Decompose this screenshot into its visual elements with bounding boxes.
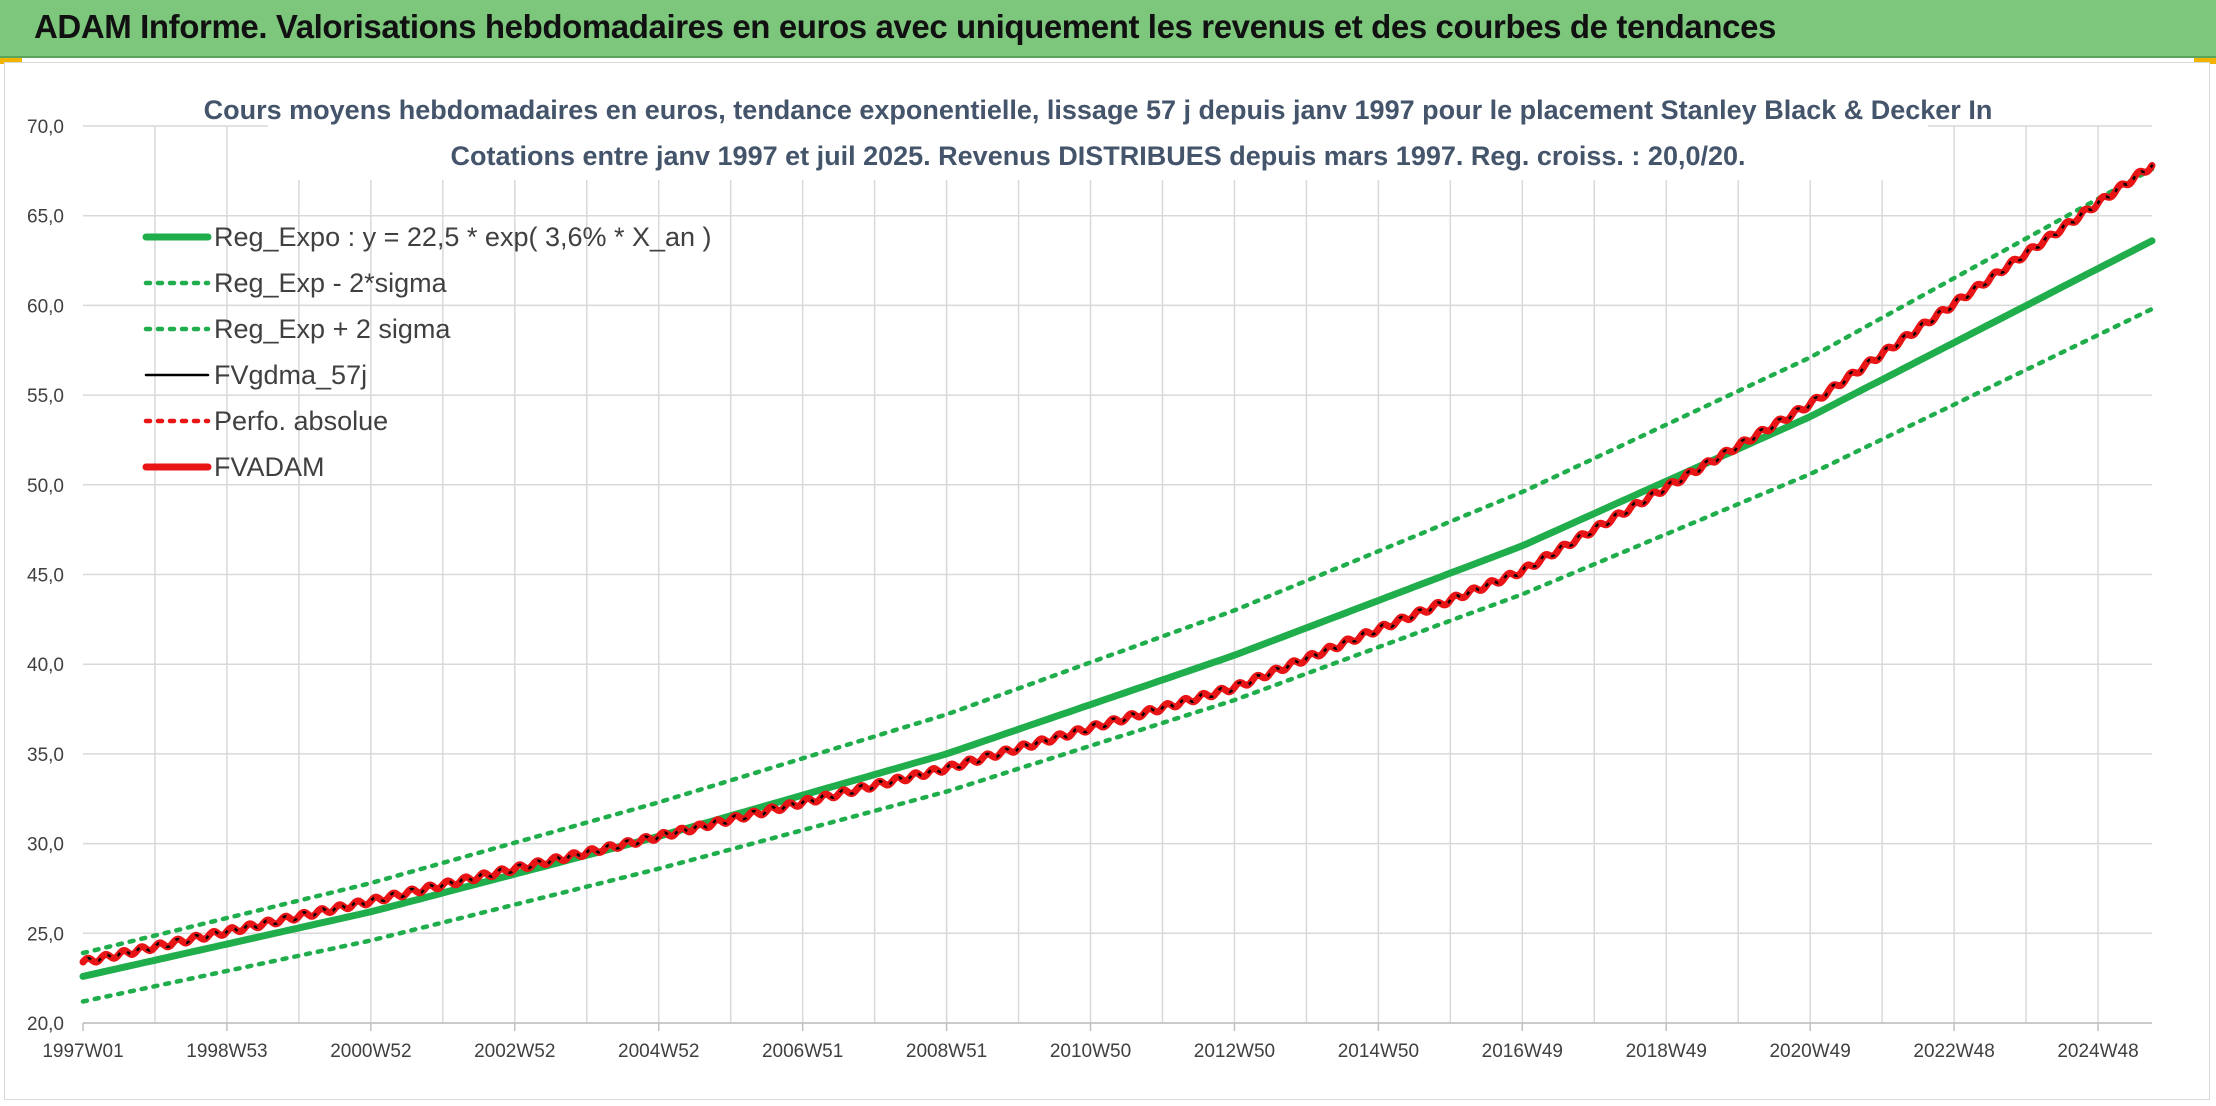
- x-tick-label: 1998W53: [186, 1041, 267, 1062]
- series-line-2: [80, 166, 2155, 956]
- x-tick-label: 2022W48: [1913, 1041, 1994, 1062]
- chart-title-line2: Cotations entre janv 1997 et juil 2025. …: [450, 141, 1745, 171]
- series-line-0: [79, 237, 2156, 980]
- x-tick-label: 2000W52: [330, 1041, 411, 1062]
- chart-frame: [4, 62, 2210, 1100]
- y-tick-label: 45,0: [27, 566, 64, 587]
- legend-label: Reg_Exp - 2*sigma: [214, 268, 448, 298]
- y-tick-label: 30,0: [27, 835, 64, 856]
- x-tick-label: 2024W48: [2057, 1041, 2138, 1062]
- y-tick-label: 55,0: [27, 386, 64, 407]
- y-tick-label: 60,0: [27, 296, 64, 317]
- y-tick-label: 70,0: [27, 117, 64, 138]
- y-tick-label: 50,0: [27, 476, 64, 497]
- legend-label: FVADAM: [214, 452, 325, 482]
- y-tick-label: 20,0: [27, 1014, 64, 1035]
- x-tick-label: 2006W51: [762, 1041, 843, 1062]
- x-tick-label: 2012W50: [1194, 1041, 1275, 1062]
- x-tick-label: 2008W51: [906, 1041, 987, 1062]
- legend-label: Reg_Exp + 2 sigma: [214, 314, 451, 344]
- y-tick-label: 25,0: [27, 924, 64, 945]
- y-tick-label: 65,0: [27, 207, 64, 228]
- report-title: ADAM Informe. Valorisations hebdomadaire…: [34, 8, 1776, 45]
- x-tick-label: 2010W50: [1050, 1041, 1131, 1062]
- x-tick-label: 2004W52: [618, 1041, 699, 1062]
- x-tick-label: 2014W50: [1338, 1041, 1419, 1062]
- corner-marker-left: [0, 58, 22, 64]
- grid: [83, 125, 2152, 1024]
- legend-label: FVgdma_57j: [214, 360, 367, 390]
- series-line-1: [80, 306, 2155, 1004]
- x-tick-label: 2018W49: [1626, 1041, 1707, 1062]
- legend-label: Reg_Expo : y = 22,5 * exp( 3,6% * X_an ): [214, 222, 712, 252]
- x-tick-label: 2016W49: [1482, 1041, 1563, 1062]
- chart-title-line1: Cours moyens hebdomadaires en euros, ten…: [204, 95, 1993, 125]
- x-tick-label: 2020W49: [1769, 1041, 1850, 1062]
- report-banner: ADAM Informe. Valorisations hebdomadaire…: [0, 0, 2216, 58]
- corner-marker-right: [2194, 58, 2216, 64]
- axes: 20,0 25,0 30,0 35,0 40,0 45,0 50,0 55,0 60,0 65,0…: [27, 117, 2152, 1062]
- legend: Reg_Expo : y = 22,5 * exp( 3,6% * X_an )…: [142, 222, 712, 482]
- series-layer: [79, 162, 2156, 1004]
- legend-label: Perfo. absolue: [214, 406, 388, 436]
- y-tick-label: 40,0: [27, 655, 64, 676]
- x-tick-label: 2002W52: [474, 1041, 555, 1062]
- series-line-4: [80, 163, 2155, 965]
- x-tick-label: 1997W01: [42, 1041, 123, 1062]
- chart-title-background: [268, 98, 1928, 180]
- y-tick-label: 35,0: [27, 745, 64, 766]
